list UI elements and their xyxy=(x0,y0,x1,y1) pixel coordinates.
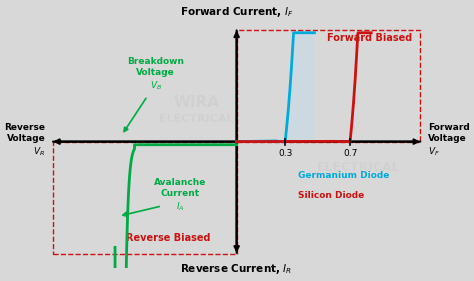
Bar xyxy=(54,142,237,253)
Text: Forward Biased: Forward Biased xyxy=(327,33,412,43)
Text: Avalanche
Current
$I_A$: Avalanche Current $I_A$ xyxy=(154,178,206,213)
Text: Forward
Voltage
$V_F$: Forward Voltage $V_F$ xyxy=(428,123,470,158)
Text: WIRA: WIRA xyxy=(173,95,219,110)
Text: Reverse
Voltage
$V_R$: Reverse Voltage $V_R$ xyxy=(4,123,46,158)
Text: ELECTRICAL: ELECTRICAL xyxy=(316,161,400,174)
Polygon shape xyxy=(237,33,314,142)
Text: Reverse Current, $I_R$: Reverse Current, $I_R$ xyxy=(181,262,293,276)
Text: 0.3: 0.3 xyxy=(278,149,292,158)
Text: Silicon Diode: Silicon Diode xyxy=(298,191,365,200)
Bar xyxy=(237,30,420,142)
Text: Breakdown
Voltage
$V_B$: Breakdown Voltage $V_B$ xyxy=(127,56,184,92)
Text: Germanium Diode: Germanium Diode xyxy=(298,171,390,180)
Text: ELECTRICAL: ELECTRICAL xyxy=(159,114,233,124)
Text: Forward Current, $I_F$: Forward Current, $I_F$ xyxy=(180,5,293,19)
Text: 0.7: 0.7 xyxy=(343,149,357,158)
Text: Reverse Biased: Reverse Biased xyxy=(126,233,211,243)
